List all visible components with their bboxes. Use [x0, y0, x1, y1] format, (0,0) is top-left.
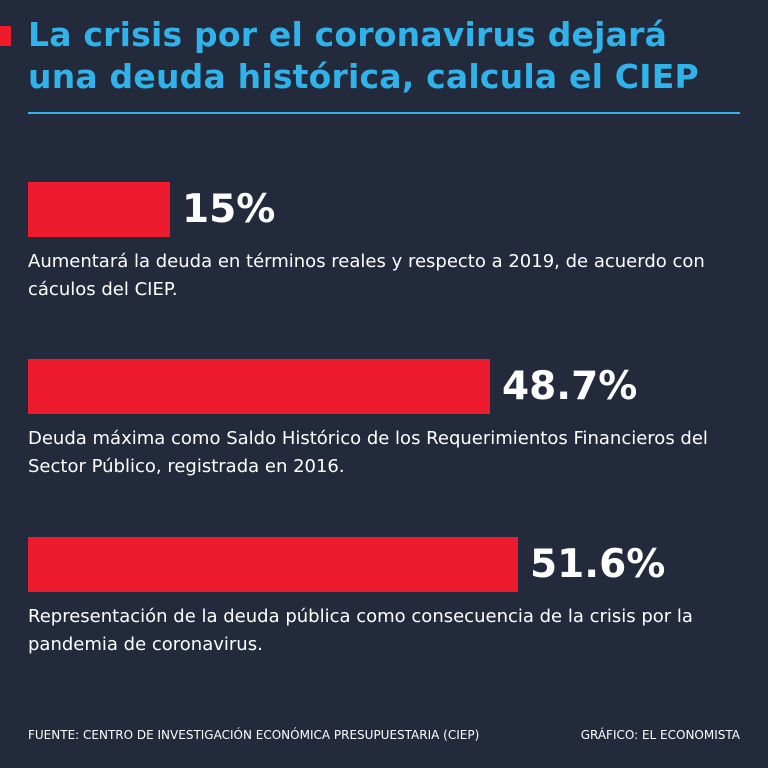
bar-value-label: 48.7% — [502, 364, 638, 409]
title-accent-mark — [0, 26, 11, 46]
bar-value-label: 15% — [182, 187, 276, 232]
bar — [28, 537, 518, 592]
bar — [28, 359, 490, 414]
bar-description: Representación de la deuda pública como … — [28, 606, 693, 655]
title-underline — [28, 112, 740, 114]
graphic-credit: GRÁFICO: EL ECONOMISTA — [580, 728, 740, 742]
chart-title: La crisis por el coronavirus dejará una … — [28, 15, 699, 96]
bar-description: Aumentará la deuda en términos reales y … — [28, 251, 705, 300]
bar — [28, 182, 170, 237]
bar-description: Deuda máxima como Saldo Histórico de los… — [28, 428, 708, 477]
source-note: FUENTE: CENTRO DE INVESTIGACIÓN ECONÓMIC… — [28, 728, 480, 742]
bar-value-label: 51.6% — [530, 542, 666, 587]
